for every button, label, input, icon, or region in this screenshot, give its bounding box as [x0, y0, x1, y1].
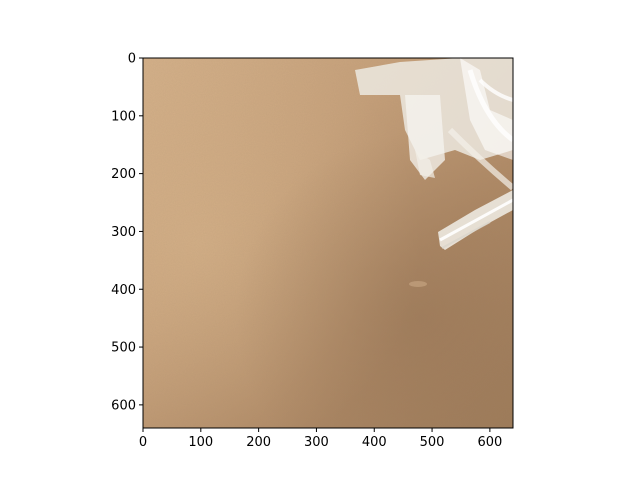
y-tick-label: 300: [111, 225, 136, 240]
axes-frame: [142, 57, 514, 429]
tape-strips: [355, 58, 513, 250]
y-axis-ticks: 0 100 200 300 400 500 600: [111, 52, 143, 413]
y-tick-label: 500: [111, 341, 136, 356]
y-tick-label: 400: [111, 283, 136, 298]
y-tick-label: 0: [128, 52, 136, 67]
x-tick-label: 100: [188, 435, 213, 450]
x-tick-label: 0: [139, 435, 147, 450]
y-tick-label: 600: [111, 398, 136, 413]
y-tick-label: 200: [111, 167, 136, 182]
x-axis-ticks: 0 100 200 300 400 500 600: [139, 428, 502, 450]
x-tick-label: 400: [362, 435, 387, 450]
x-tick-label: 600: [477, 435, 502, 450]
x-tick-label: 200: [246, 435, 271, 450]
photo-image: [143, 58, 513, 428]
x-tick-label: 500: [420, 435, 445, 450]
y-tick-label: 100: [111, 109, 136, 124]
x-tick-label: 300: [304, 435, 329, 450]
scuff-mark: [409, 281, 427, 287]
